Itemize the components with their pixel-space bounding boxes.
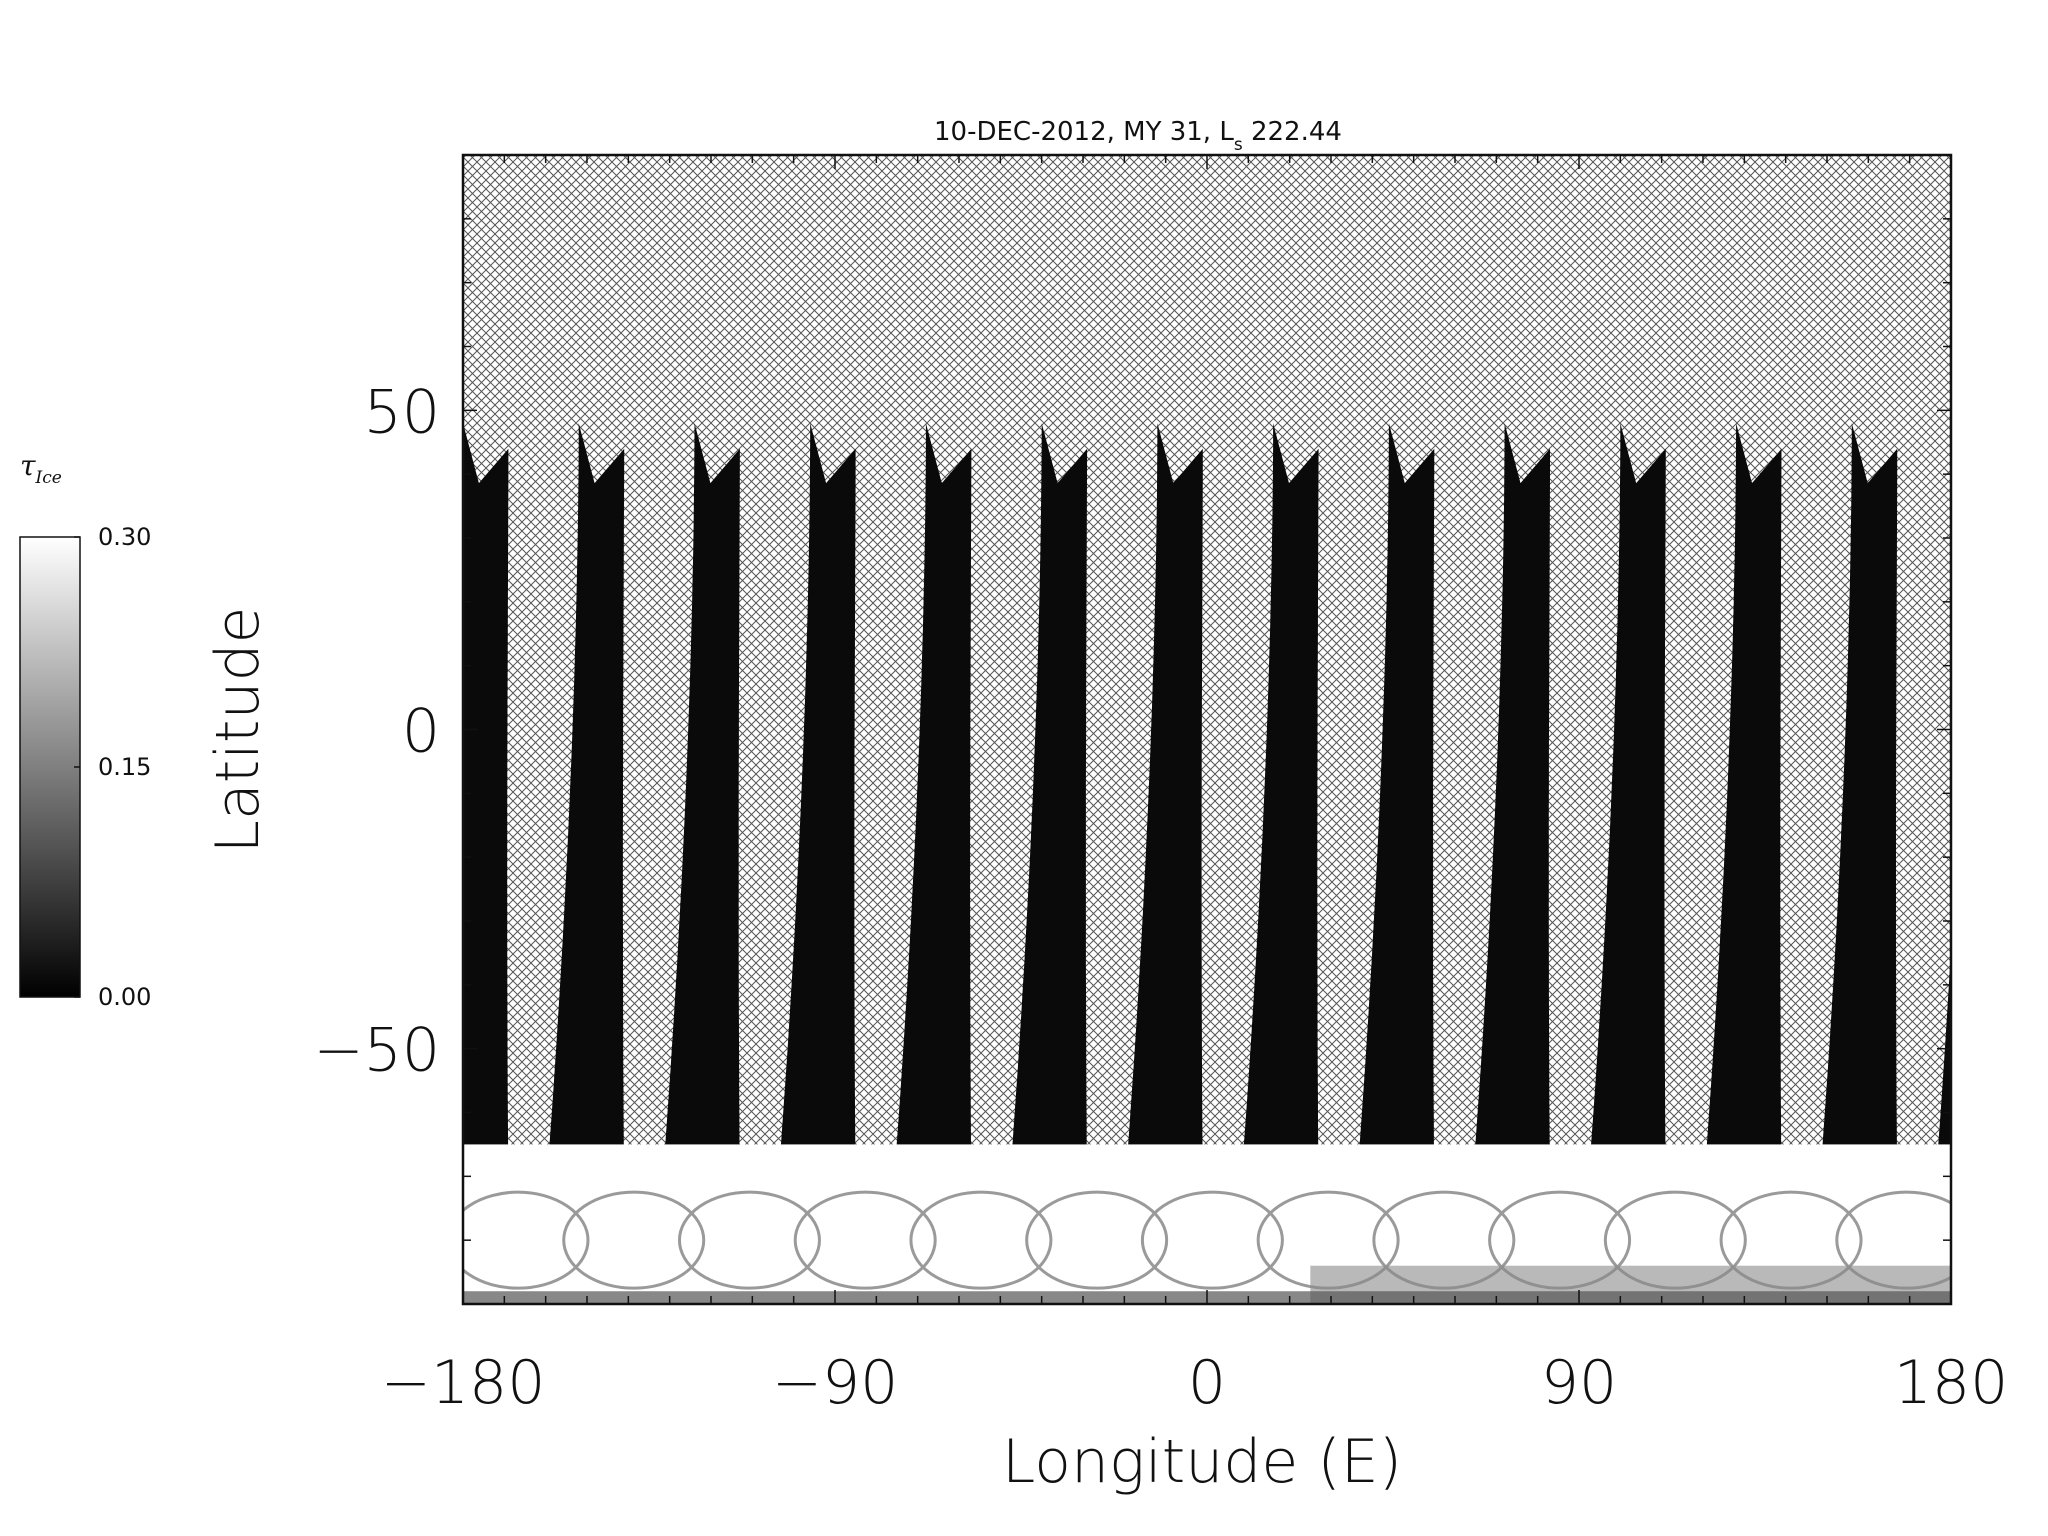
x-tick-label: −180 (381, 1348, 546, 1418)
orbit-swath (1008, 423, 1088, 1196)
x-tick-label: −90 (772, 1348, 899, 1418)
x-tick-label: 0 (1188, 1348, 1226, 1418)
orbit-swath (1471, 423, 1551, 1196)
orbit-swath (1818, 423, 1898, 1196)
x-tick-label: 180 (1894, 1348, 2009, 1418)
orbit-swath (463, 423, 509, 1196)
south-polar-hood (463, 1144, 2048, 1304)
orbit-swath (661, 423, 740, 1196)
orbit-swath (545, 423, 625, 1196)
polar-hood-swath-edge (909, 1190, 1053, 1290)
orbit-swath (1124, 423, 1203, 1196)
colorbar-tick-label: 0.15 (98, 753, 151, 781)
polar-hood-swath-edge (1025, 1190, 1169, 1290)
x-tick-label: 90 (1541, 1348, 1617, 1418)
y-axis-label: Latitude (203, 607, 273, 854)
colorbar-tick-label: 0.30 (98, 523, 151, 551)
y-tick-label: −50 (313, 1016, 440, 1086)
orbit-swath (1703, 423, 1782, 1196)
colorbar-ticks: 0.00 0.15 0.30 (74, 523, 151, 1011)
orbit-swath (892, 423, 972, 1196)
x-tick-labels: −180 −90 0 90 180 (381, 1348, 2009, 1418)
polar-hood-swath-edge (1953, 1192, 2048, 1288)
polar-hood-swath-edge (1140, 1190, 1284, 1290)
y-tick-label: 50 (364, 377, 440, 447)
polar-hood-swath-edge (793, 1190, 937, 1290)
orbit-swath (1355, 423, 1435, 1196)
orbit-swaths (463, 423, 1951, 1196)
chart-title: 10-DEC-2012, MY 31, Ls 222.44 (934, 117, 1342, 155)
colorbar (19, 536, 81, 998)
x-axis-label: Longitude (E) (1002, 1427, 1402, 1497)
polar-hood-swath-edge (562, 1190, 706, 1290)
minor-ticks (462, 154, 1952, 1305)
polar-hood-swath-edge (677, 1190, 821, 1290)
orbit-swath (1587, 423, 1666, 1196)
orbit-swath (777, 423, 856, 1196)
y-tick-labels: −50 0 50 (313, 377, 440, 1085)
colorbar-symbol: τIce (20, 449, 62, 488)
polar-hood-swath-edge (463, 1190, 590, 1290)
y-tick-label: 0 (402, 697, 440, 767)
orbit-swath (1240, 423, 1319, 1196)
colorbar-tick-label: 0.00 (98, 983, 151, 1011)
orbit-swath (1934, 948, 1951, 1196)
